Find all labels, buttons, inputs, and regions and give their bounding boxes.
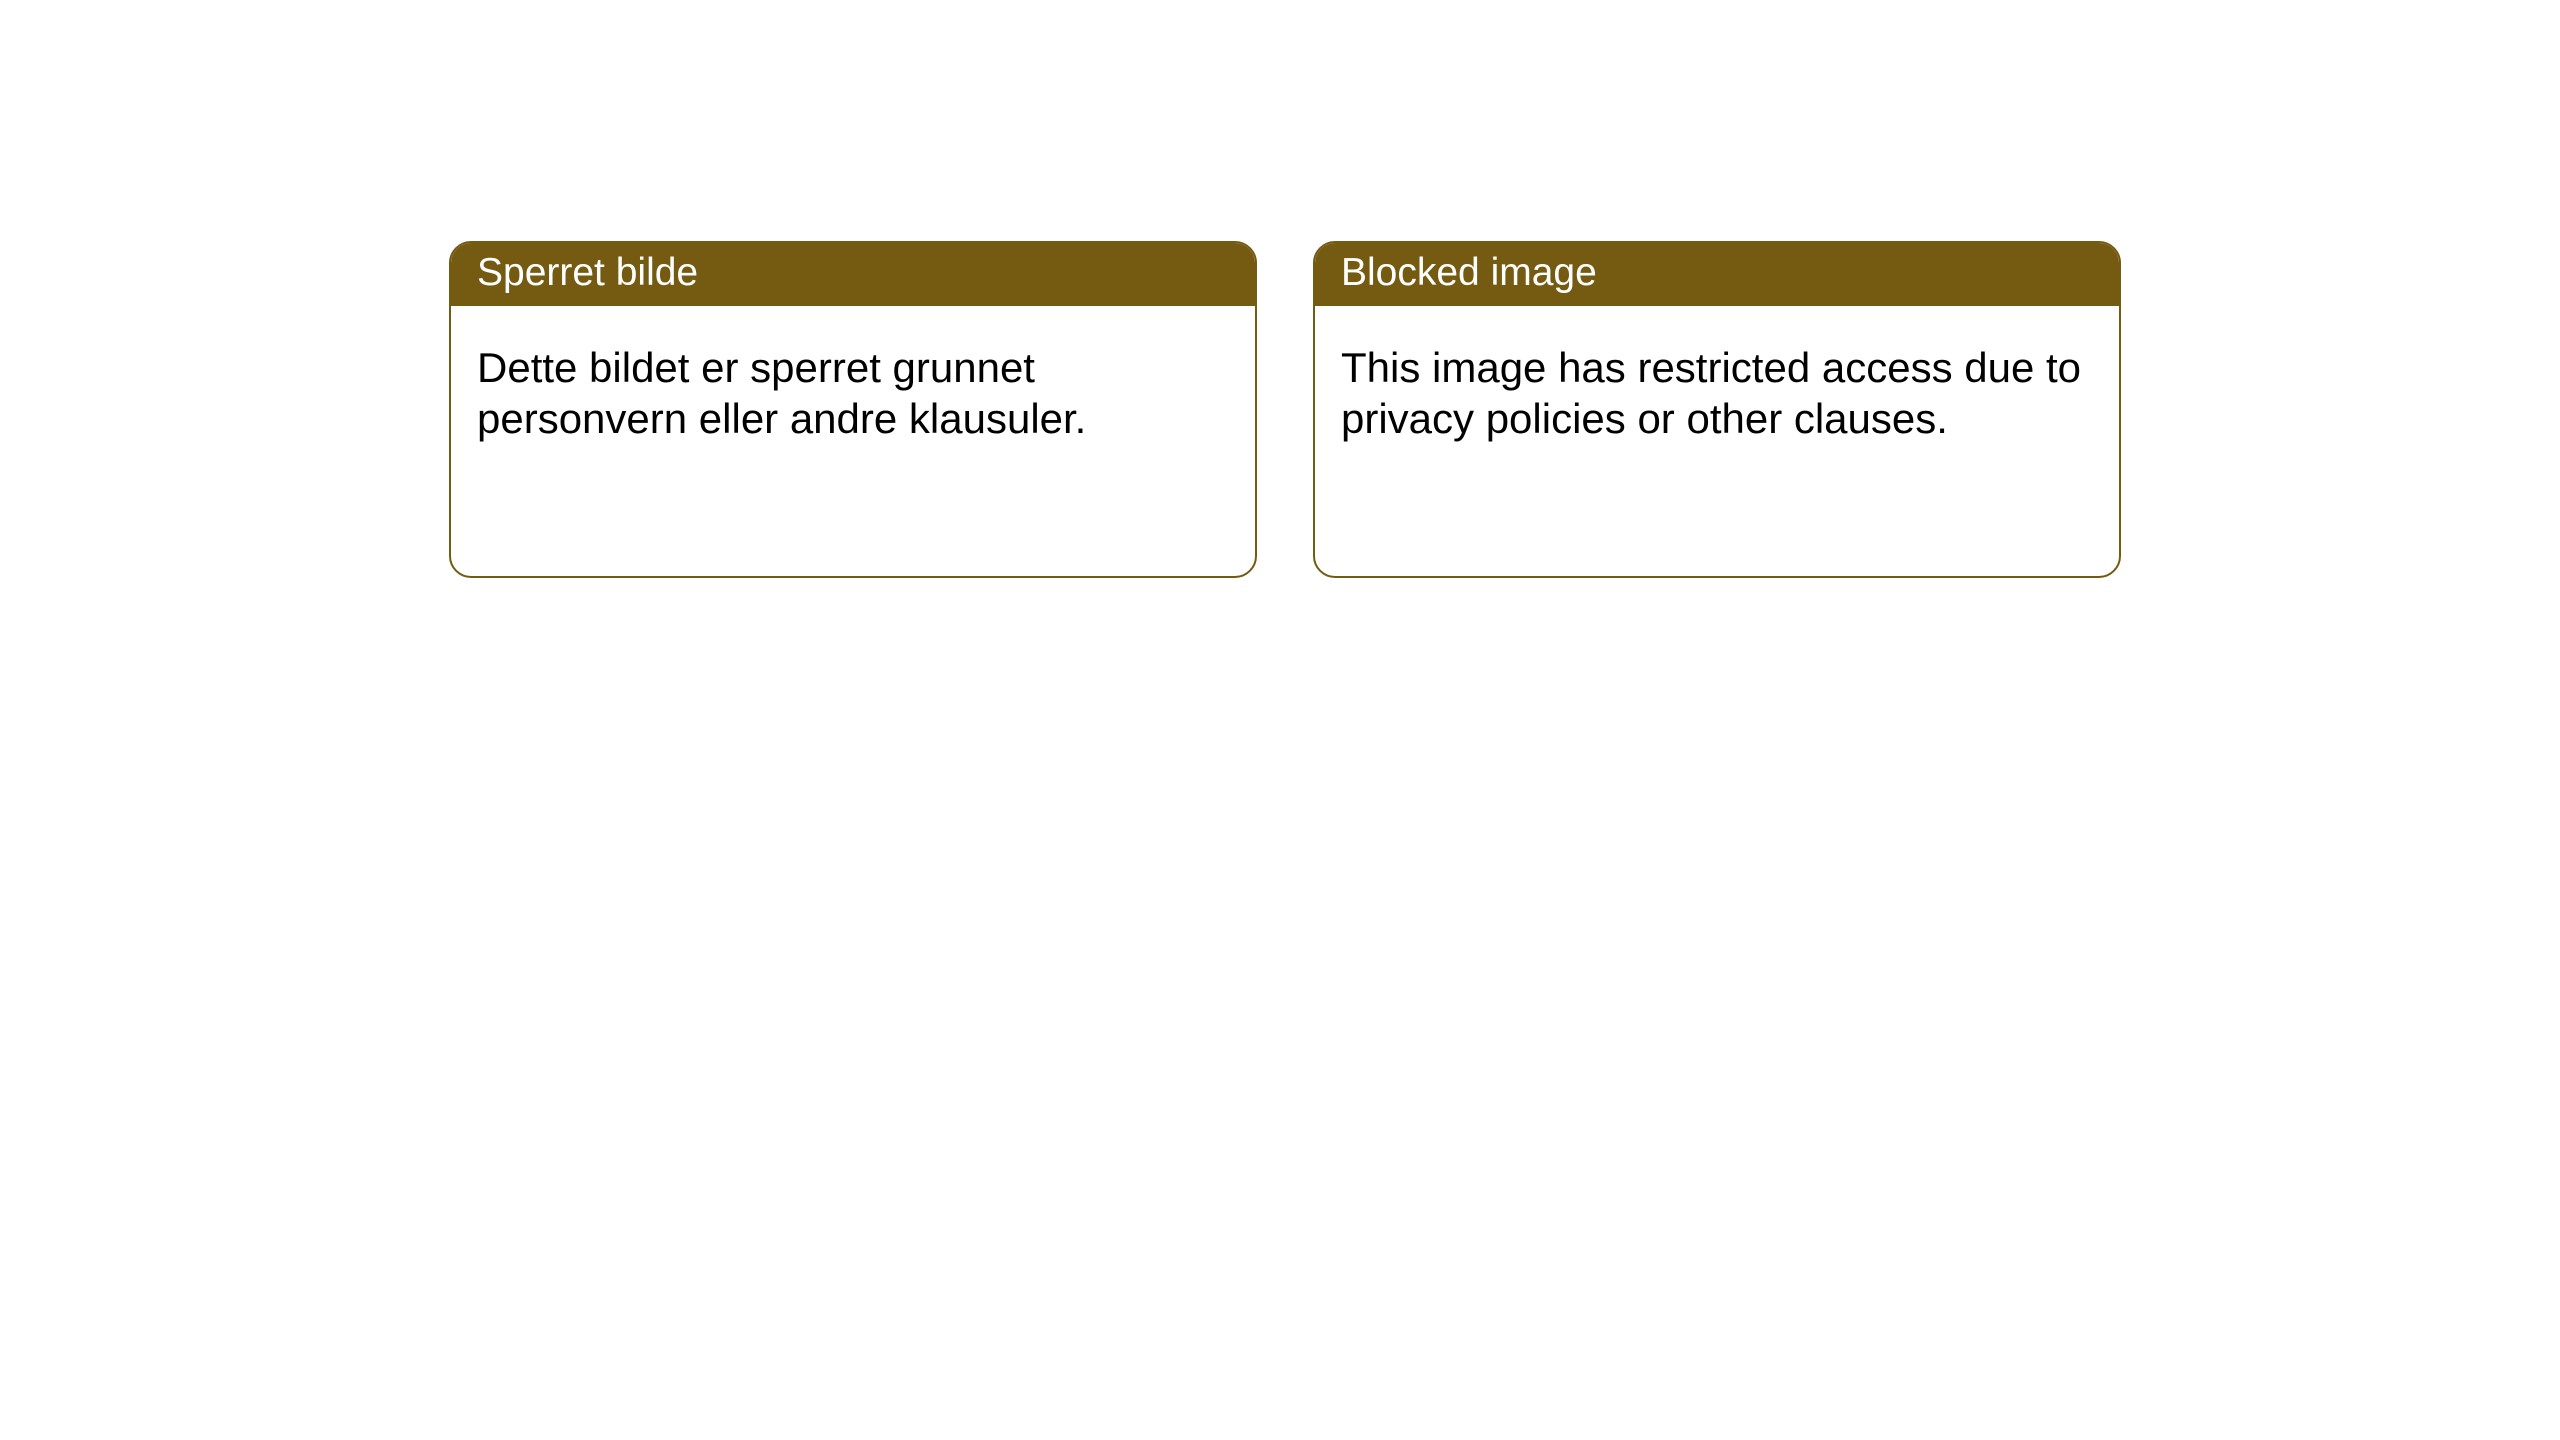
blocked-image-card-en: Blocked image This image has restricted … bbox=[1313, 241, 2121, 578]
card-header-en: Blocked image bbox=[1315, 243, 2119, 306]
notice-container: Sperret bilde Dette bildet er sperret gr… bbox=[449, 241, 2121, 578]
blocked-image-card-no: Sperret bilde Dette bildet er sperret gr… bbox=[449, 241, 1257, 578]
card-body-en: This image has restricted access due to … bbox=[1315, 306, 2119, 470]
card-header-no: Sperret bilde bbox=[451, 243, 1255, 306]
card-body-no: Dette bildet er sperret grunnet personve… bbox=[451, 306, 1255, 470]
